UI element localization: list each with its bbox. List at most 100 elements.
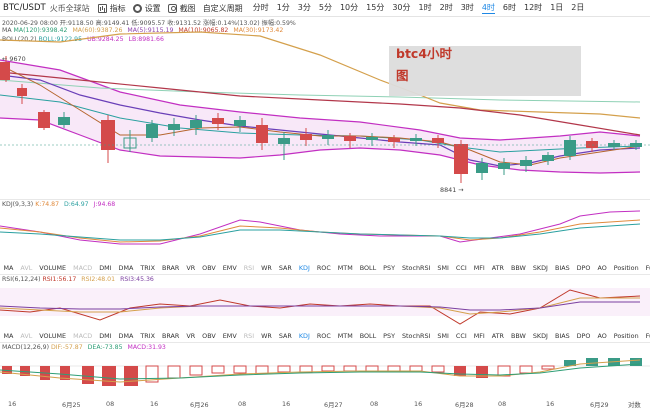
- indicator-tab-mtm[interactable]: MTM: [337, 332, 353, 340]
- x-tick-label: 16: [414, 400, 423, 408]
- indicator-tab-ma[interactable]: MA: [3, 264, 14, 272]
- settings-button[interactable]: 设置: [132, 3, 161, 14]
- indicator-tab-bbw[interactable]: BBW: [511, 332, 526, 340]
- period-10[interactable]: 4时: [481, 3, 495, 14]
- indicator-tab-stochrsi[interactable]: StochRSI: [402, 332, 431, 340]
- period-8[interactable]: 2时: [439, 3, 453, 12]
- period-2[interactable]: 3分: [297, 3, 311, 12]
- indicator-tab-roc[interactable]: ROC: [316, 332, 331, 340]
- snapshot-button[interactable]: 截图: [167, 3, 196, 14]
- kdj-chart[interactable]: [0, 208, 650, 262]
- indicator-tab-smi[interactable]: SMI: [437, 332, 449, 340]
- indicator-tab-cci[interactable]: CCI: [455, 332, 467, 340]
- kdj-d-line: [0, 223, 641, 241]
- indicator-tab-brar[interactable]: BRAR: [161, 332, 180, 340]
- macd-dif-line: [0, 359, 641, 383]
- indicator-tab-stochrsi[interactable]: StochRSI: [402, 264, 431, 272]
- period-13[interactable]: 1日: [550, 3, 564, 12]
- indicator-tab-fundflow[interactable]: Fundflow: [645, 264, 650, 272]
- indicator-tab-mfi[interactable]: MFI: [473, 332, 485, 340]
- indicator-tab-trix[interactable]: TRIX: [140, 332, 155, 340]
- candle: [17, 88, 27, 96]
- rsi-prefix: RSI(6,12,24): [2, 276, 43, 283]
- indicator-tab-bias[interactable]: BIAS: [554, 332, 570, 340]
- indicator-tab-brar[interactable]: BRAR: [161, 264, 180, 272]
- period-9[interactable]: 3时: [460, 3, 474, 12]
- indicator-tab-ao[interactable]: AO: [597, 332, 607, 340]
- indicator-tab-fundflow[interactable]: Fundflow: [645, 332, 650, 340]
- indicator-tab-smi[interactable]: SMI: [437, 264, 449, 272]
- macd-bar: [343, 365, 357, 372]
- indicator-tab-skdj[interactable]: SKDJ: [532, 332, 548, 340]
- period-6[interactable]: 30分: [392, 3, 411, 12]
- indicator-tab-dmi[interactable]: DMI: [99, 332, 112, 340]
- ma-value: MA(10):9065.82: [178, 27, 229, 34]
- period-5[interactable]: 15分: [366, 3, 385, 12]
- indicator-tab-vr[interactable]: VR: [186, 264, 196, 272]
- period-11[interactable]: 6时: [502, 3, 516, 12]
- indicator-tab-vr[interactable]: VR: [186, 332, 196, 340]
- indicator-tab-mfi[interactable]: MFI: [473, 264, 485, 272]
- indicator-tab-position[interactable]: Position: [613, 264, 639, 272]
- indicator-tab-emv[interactable]: EMV: [222, 332, 237, 340]
- macd-bar: [387, 365, 401, 372]
- indicator-tab-dmi[interactable]: DMI: [99, 264, 112, 272]
- rsi-chart[interactable]: [0, 284, 650, 330]
- macd-bar: [299, 365, 313, 373]
- indicator-tab-skdj[interactable]: SKDJ: [532, 264, 548, 272]
- period-4[interactable]: 10分: [339, 3, 359, 12]
- indicator-tab-macd[interactable]: MACD: [73, 264, 93, 272]
- indicator-tab-sar[interactable]: SAR: [278, 332, 292, 340]
- indicator-tab-dma[interactable]: DMA: [118, 264, 134, 272]
- indicator-tab-avl[interactable]: AVL: [20, 332, 33, 340]
- indicator-tab-roc[interactable]: ROC: [316, 264, 331, 272]
- indicator-tab-boll[interactable]: BOLL: [359, 332, 377, 340]
- indicator-tab-kdj[interactable]: KDJ: [298, 332, 310, 340]
- indicator-tab-macd[interactable]: MACD: [73, 332, 93, 340]
- indicator-tab-sar[interactable]: SAR: [278, 264, 292, 272]
- indicator-tab-atr[interactable]: ATR: [491, 264, 505, 272]
- period-7[interactable]: 1时: [418, 3, 432, 12]
- indicator-tab-wr[interactable]: WR: [261, 332, 272, 340]
- indicator-tab-obv[interactable]: OBV: [202, 264, 216, 272]
- indicator-tab-position[interactable]: Position: [613, 332, 639, 340]
- log-scale-toggle[interactable]: 对数: [628, 401, 641, 409]
- candlestick-chart[interactable]: [0, 17, 650, 200]
- period-3[interactable]: 5分: [318, 3, 332, 12]
- indicator-tab-volume[interactable]: VOLUME: [39, 332, 67, 340]
- indicator-tab-dma[interactable]: DMA: [118, 332, 134, 340]
- candle-group: [0, 56, 642, 183]
- indicator-button[interactable]: 指标: [97, 3, 126, 14]
- indicator-tab-avl[interactable]: AVL: [20, 264, 33, 272]
- period-14[interactable]: 2日: [571, 3, 585, 12]
- indicator-tab-rsi[interactable]: RSI: [243, 332, 255, 340]
- indicator-tab-mtm[interactable]: MTM: [337, 264, 353, 272]
- indicator-tab-bias[interactable]: BIAS: [554, 264, 570, 272]
- macd-bar: [20, 366, 30, 376]
- custom-period-button[interactable]: 自定义周期: [202, 3, 243, 13]
- indicator-tab-volume[interactable]: VOLUME: [39, 264, 67, 272]
- indicator-tab-emv[interactable]: EMV: [222, 264, 237, 272]
- indicator-tab-dpo[interactable]: DPO: [576, 264, 591, 272]
- indicator-tab-cci[interactable]: CCI: [455, 264, 467, 272]
- indicator-tab-dpo[interactable]: DPO: [576, 332, 591, 340]
- indicator-tab-obv[interactable]: OBV: [202, 332, 216, 340]
- candle: [0, 62, 10, 80]
- macd-chart[interactable]: [0, 352, 650, 399]
- indicator-tab-boll[interactable]: BOLL: [359, 264, 377, 272]
- period-1[interactable]: 1分: [276, 3, 290, 12]
- indicator-tab-wr[interactable]: WR: [261, 264, 272, 272]
- period-12[interactable]: 12时: [524, 3, 543, 12]
- indicator-tab-atr[interactable]: ATR: [491, 332, 505, 340]
- indicator-tab-ao[interactable]: AO: [597, 264, 607, 272]
- indicator-tab-psy[interactable]: PSY: [383, 332, 395, 340]
- indicator-tab-kdj[interactable]: KDJ: [298, 264, 310, 272]
- x-tick-label: 08: [238, 400, 247, 408]
- indicator-tab-psy[interactable]: PSY: [383, 264, 395, 272]
- indicator-tab-rsi[interactable]: RSI: [243, 264, 255, 272]
- indicator-tab-bbw[interactable]: BBW: [511, 264, 526, 272]
- period-0[interactable]: 分时: [252, 3, 269, 12]
- indicator-tab-trix[interactable]: TRIX: [140, 264, 155, 272]
- rsi-band: [0, 288, 650, 316]
- indicator-tab-ma[interactable]: MA: [3, 332, 14, 340]
